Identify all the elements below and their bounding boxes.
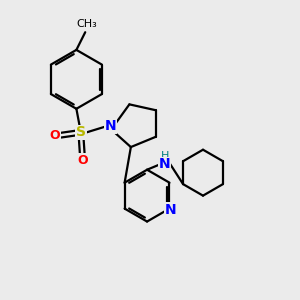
- Text: S: S: [76, 125, 86, 139]
- Text: N: N: [165, 203, 177, 217]
- Text: N: N: [159, 158, 170, 171]
- Text: O: O: [50, 129, 60, 142]
- Text: O: O: [77, 154, 88, 167]
- Text: CH₃: CH₃: [76, 19, 97, 29]
- Text: N: N: [104, 119, 116, 134]
- Text: H: H: [160, 151, 169, 160]
